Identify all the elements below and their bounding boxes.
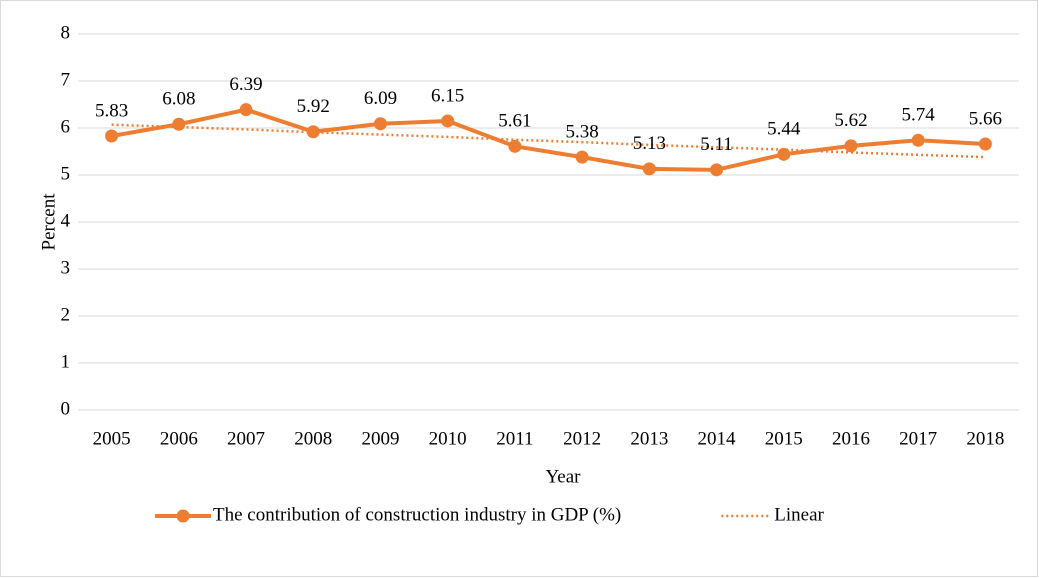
marker [978,137,992,151]
marker [911,133,925,147]
data-label: 5.92 [297,96,330,117]
x-tick-label: 2008 [294,428,332,449]
marker [105,129,119,143]
data-label: 5.74 [902,105,936,126]
x-tick-label: 2018 [966,428,1004,449]
x-tick-label: 2016 [832,428,870,449]
y-axis-label: Percent [38,193,59,251]
legend-label: Linear [774,504,824,525]
x-tick-label: 2011 [496,428,533,449]
data-label: 5.62 [834,110,867,131]
legend-marker [176,509,190,523]
legend-label: The contribution of construction industr… [213,504,621,525]
data-label: 6.09 [364,88,397,109]
y-tick-label: 1 [61,351,71,372]
marker [777,147,791,161]
data-label: 6.39 [229,74,262,95]
y-tick-label: 4 [61,210,71,231]
marker [844,139,858,153]
data-label: 6.08 [162,89,195,110]
series-line [111,107,986,172]
y-tick-label: 0 [61,398,71,419]
x-tick-label: 2005 [93,428,131,449]
marker [642,162,656,176]
y-tick-label: 8 [61,22,71,43]
x-tick-label: 2006 [160,428,198,449]
data-label: 5.61 [498,111,531,132]
x-tick-label: 2007 [227,428,265,449]
data-label: 5.66 [969,108,1002,129]
y-tick-label: 7 [61,69,71,90]
marker [710,163,724,177]
trend-line [111,123,986,159]
y-tick-label: 5 [61,163,71,184]
x-axis-label: Year [545,466,581,487]
data-label: 5.83 [95,100,128,121]
marker [172,117,186,131]
marker [441,114,455,128]
y-tick-label: 3 [61,257,71,278]
y-tick-label: 6 [61,116,71,137]
x-tick-label: 2014 [698,428,737,449]
x-tick-label: 2012 [563,428,601,449]
y-tick-label: 2 [61,304,71,325]
marker [306,125,320,139]
x-tick-label: 2013 [630,428,668,449]
marker [575,150,589,164]
x-tick-label: 2010 [429,428,467,449]
x-tick-label: 2009 [361,428,399,449]
marker [239,103,253,117]
marker [508,139,522,153]
x-tick-label: 2015 [765,428,803,449]
marker [373,117,387,131]
data-label: 5.11 [700,134,733,155]
data-label: 6.15 [431,85,464,106]
data-label: 5.44 [767,119,801,140]
data-label: 5.13 [633,133,666,154]
data-label: 5.38 [565,121,598,142]
x-tick-label: 2017 [899,428,937,449]
